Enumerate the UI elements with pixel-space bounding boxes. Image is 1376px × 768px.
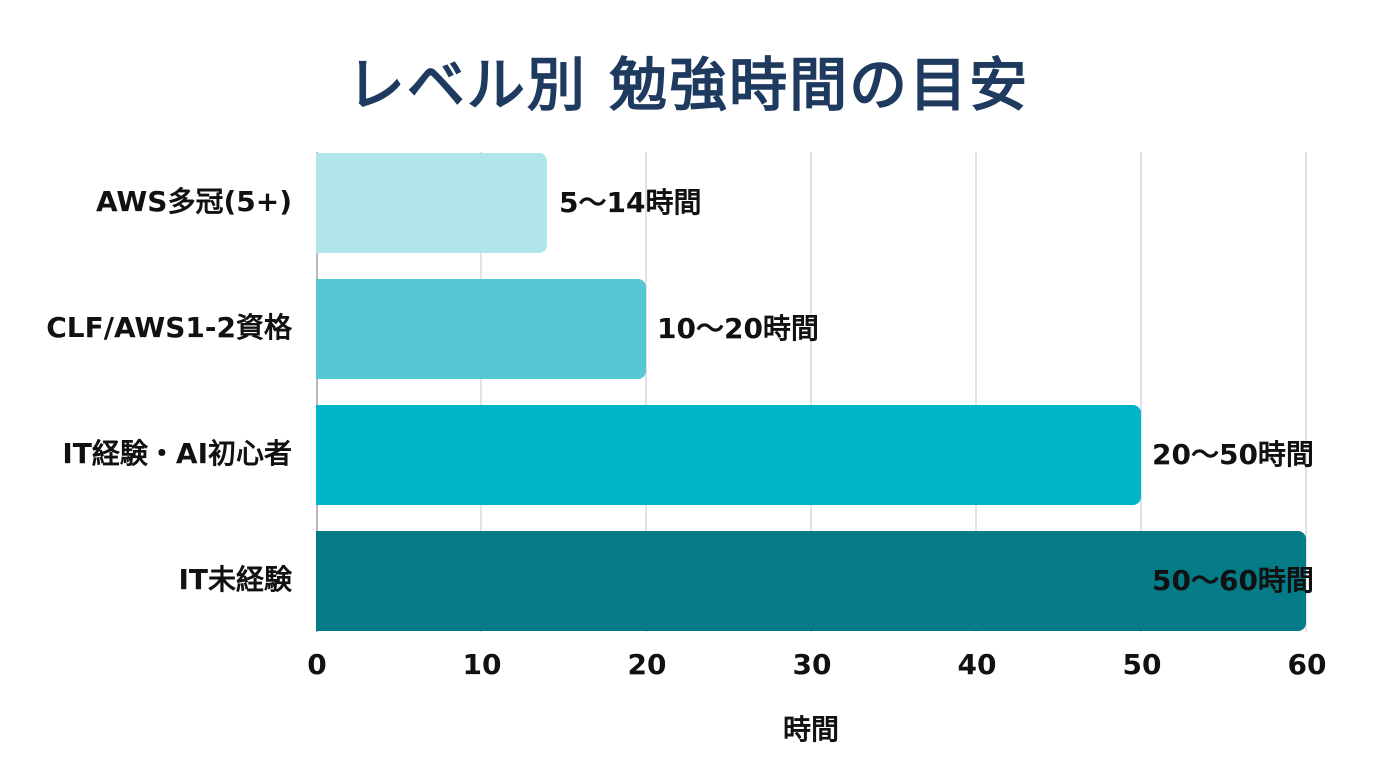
bar-value-label: 10〜20時間 [657,312,819,345]
category-label: CLF/AWS1-2資格 [46,311,292,344]
bar-it-experienced [316,405,1141,505]
x-tick: 20 [627,648,667,681]
x-tick: 50 [1122,648,1162,681]
x-axis-label: 時間 [782,713,839,746]
x-tick: 30 [792,648,832,681]
y-axis-line [316,152,318,632]
chart-title: レベル別 勉強時間の目安 [346,51,1030,119]
x-tick: 10 [462,648,502,681]
category-label: IT経験・AI初心者 [62,437,292,470]
bar-value-label: 20〜50時間 [1152,438,1314,471]
gridline [1305,152,1307,632]
bar-clf [316,279,646,379]
bar-aws-multi [316,153,547,253]
x-tick: 0 [307,648,327,681]
x-tick: 60 [1287,648,1327,681]
gridline [1140,152,1142,632]
bar-it-beginner [316,531,1306,631]
gridline [480,152,482,632]
gridline [810,152,812,632]
gridline [645,152,647,632]
plot-area: 5〜14時間 10〜20時間 20〜50時間 50〜60時間 [316,152,1314,632]
bar-value-label: 5〜14時間 [559,186,702,219]
x-tick: 40 [957,648,997,681]
category-label: AWS多冠(5+) [95,185,292,218]
category-label: IT未経験 [178,563,292,596]
bar-value-label: 50〜60時間 [1152,564,1314,597]
gridline [975,152,977,632]
